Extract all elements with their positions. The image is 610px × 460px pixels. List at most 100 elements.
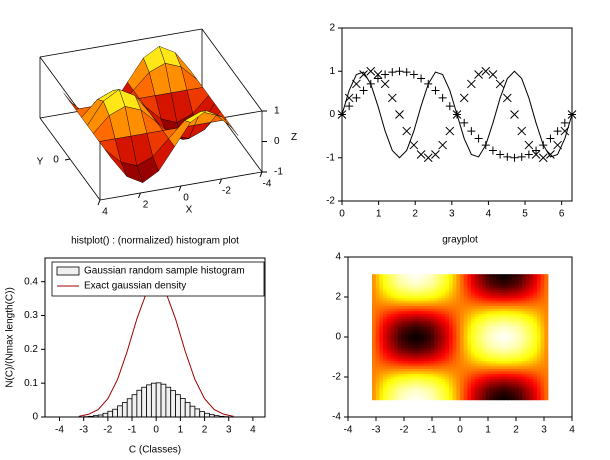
gray-cell bbox=[408, 347, 413, 351]
gray-cell bbox=[467, 384, 472, 388]
gray-cell bbox=[503, 363, 509, 367]
gray-cell bbox=[460, 323, 465, 327]
gray-cell bbox=[434, 331, 439, 335]
gray-cell bbox=[463, 297, 468, 301]
gray-cell bbox=[507, 394, 512, 398]
gray-cell bbox=[522, 355, 527, 359]
gray-cell bbox=[540, 339, 545, 343]
gray-cell bbox=[394, 371, 399, 375]
gray-cell bbox=[522, 394, 527, 398]
gray-cell bbox=[416, 384, 421, 388]
gray-cell bbox=[503, 397, 509, 401]
gray-cell bbox=[390, 302, 395, 306]
gray-cell bbox=[467, 276, 472, 280]
gray-cell bbox=[401, 384, 406, 388]
gray-cell bbox=[379, 292, 384, 296]
gray-cell bbox=[372, 384, 377, 388]
gray-cell bbox=[478, 360, 483, 364]
gray-cell bbox=[460, 350, 465, 354]
gray-cell bbox=[533, 350, 538, 354]
gray-cell bbox=[544, 295, 549, 299]
gray-cell bbox=[390, 381, 395, 385]
gray-cell bbox=[529, 282, 534, 286]
gray-cell bbox=[514, 350, 520, 354]
gray-cell bbox=[485, 360, 490, 364]
gray-cell bbox=[456, 287, 461, 291]
gray-cell bbox=[430, 300, 435, 304]
gray-cell bbox=[416, 357, 421, 361]
gray-cell bbox=[423, 344, 428, 348]
gray-cell bbox=[390, 310, 395, 314]
gray-cell bbox=[507, 339, 512, 343]
gray-cell bbox=[441, 371, 446, 375]
gray-cell bbox=[503, 329, 509, 333]
gray-cell bbox=[434, 397, 439, 401]
gray-cell bbox=[405, 384, 410, 388]
gray-cell bbox=[390, 274, 395, 278]
histogram-bar bbox=[126, 398, 133, 418]
gray-cell bbox=[507, 289, 512, 293]
gray-cell bbox=[496, 292, 501, 296]
gray-cell bbox=[474, 321, 479, 325]
gray-cell bbox=[463, 391, 468, 395]
gray-cell bbox=[394, 318, 399, 322]
gray-cell bbox=[427, 397, 432, 401]
gray-cell bbox=[536, 276, 542, 280]
gray-cell bbox=[386, 357, 391, 361]
gray-cell bbox=[518, 347, 523, 351]
gray-cell bbox=[383, 313, 388, 317]
gray-cell bbox=[438, 378, 443, 382]
series-marker bbox=[517, 126, 527, 136]
gray-cell bbox=[383, 381, 388, 385]
gray-cell bbox=[434, 321, 439, 325]
gray-cell bbox=[481, 323, 487, 327]
gray-cell bbox=[397, 321, 402, 325]
gray-cell bbox=[481, 344, 487, 348]
gray-cell bbox=[503, 292, 509, 296]
gray-cell bbox=[375, 365, 380, 369]
gray-cell bbox=[507, 365, 512, 369]
gray-cell bbox=[401, 318, 406, 322]
gray-cell bbox=[525, 287, 531, 291]
gray-cell bbox=[416, 397, 421, 401]
gray-cell bbox=[375, 310, 380, 314]
gray-cell bbox=[383, 274, 388, 278]
series-marker bbox=[459, 93, 469, 103]
gray-cell bbox=[533, 337, 538, 341]
gray-cell bbox=[419, 316, 424, 320]
gray-cell bbox=[529, 302, 534, 306]
gray-cell bbox=[379, 318, 384, 322]
gray-cell bbox=[474, 355, 479, 359]
gray-cell bbox=[394, 342, 399, 346]
gray-cell bbox=[522, 292, 527, 296]
gray-cell bbox=[416, 363, 421, 367]
gray-cell bbox=[500, 289, 505, 293]
gray-cell bbox=[471, 355, 476, 359]
gray-cell bbox=[408, 368, 413, 372]
gray-cell bbox=[401, 300, 406, 304]
gray-cell bbox=[438, 297, 443, 301]
gray-cell bbox=[536, 326, 542, 330]
gray-cell bbox=[511, 326, 516, 330]
gray-cell bbox=[375, 334, 380, 338]
gray-cell bbox=[430, 355, 435, 359]
gray-cell bbox=[438, 334, 443, 338]
gray-cell bbox=[379, 310, 384, 314]
gray-cell bbox=[438, 321, 443, 325]
gray-cell bbox=[500, 323, 505, 327]
gray-cell bbox=[372, 365, 377, 369]
gray-cell bbox=[511, 389, 516, 393]
gray-cell bbox=[386, 313, 391, 317]
gray-cell bbox=[503, 371, 509, 375]
gray-cell bbox=[511, 308, 516, 312]
gray-cell bbox=[525, 381, 531, 385]
gray-cell bbox=[423, 276, 428, 280]
gray-cell bbox=[445, 282, 450, 286]
gray-cell bbox=[518, 337, 523, 341]
gray-cell bbox=[394, 386, 399, 390]
gray-cell bbox=[397, 342, 402, 346]
gray-cell bbox=[467, 360, 472, 364]
gray-cell bbox=[375, 308, 380, 312]
gray-cell bbox=[401, 373, 406, 377]
